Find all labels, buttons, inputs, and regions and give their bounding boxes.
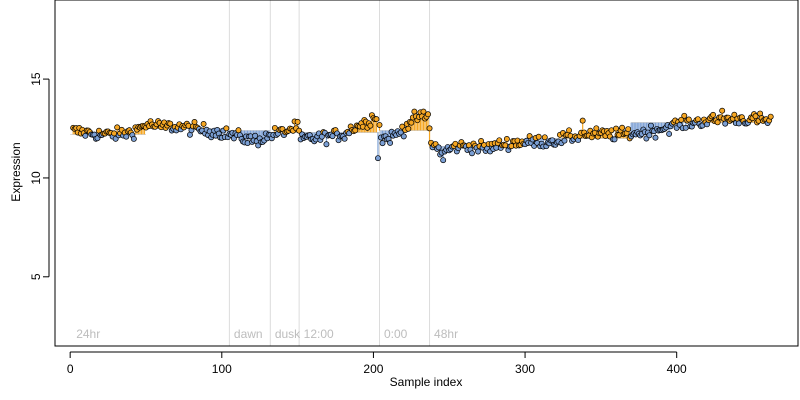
data-point [376,121,383,128]
x-tick-label: 100 [212,362,232,376]
data-point [379,140,386,147]
data-point [200,121,207,127]
x-tick-label: 200 [363,362,383,376]
y-axis: 5 10 15 [29,72,50,280]
data-point [373,116,380,123]
data-point [710,111,717,118]
x-axis: 0 100 200 300 400 [67,351,687,376]
y-tick-label: 10 [29,171,43,185]
data-point [426,125,433,132]
data-point [685,116,692,123]
data-point [397,129,404,136]
phase-label: dusk [275,327,301,341]
y-axis-label: Expression [9,142,23,201]
data-point [440,157,447,164]
data-point [496,137,503,144]
data-point [367,122,374,129]
x-axis-label: Sample index [390,375,463,389]
data-point [566,127,572,134]
data-point [647,122,654,129]
x-tick-label: 400 [667,362,687,376]
data-points [70,107,774,164]
phase-labels: 24hr dawn dusk 12:00 0:00 48hr [76,327,458,341]
data-point [681,112,688,119]
data-point [678,116,685,123]
data-point [123,133,130,140]
data-point [722,120,729,127]
data-point [408,119,415,126]
data-point [714,119,721,126]
data-point [405,125,412,132]
data-point [719,107,726,114]
data-point [646,132,653,139]
data-point [130,135,137,142]
data-point [191,119,198,125]
data-point [420,108,427,115]
data-point [82,132,89,139]
data-point [593,125,600,132]
data-point [114,124,121,131]
data-point [235,127,242,134]
data-point [619,124,626,131]
phase-label: 12:00 [304,327,334,341]
data-point [731,111,738,118]
data-point [694,116,701,123]
data-point [400,133,407,140]
data-point [435,144,442,151]
data-point [425,111,431,118]
data-point [652,134,659,141]
data-point [541,134,548,141]
data-point [323,141,330,148]
data-point [387,139,394,146]
y-tick-label: 5 [29,273,43,280]
data-point [611,136,618,143]
data-point [469,150,475,157]
data-point [167,120,174,127]
y-tick-label: 15 [29,72,43,86]
phase-dividers [228,0,431,346]
data-point [475,148,482,155]
data-point [666,130,673,137]
data-point [752,113,759,120]
data-point [535,133,542,140]
phase-label: 24hr [76,327,100,341]
data-point [561,137,568,144]
data-point [478,138,485,144]
data-point [767,113,774,120]
phase-label: 0:00 [384,327,408,341]
data-point [341,135,348,142]
data-point [625,126,632,133]
x-tick-label: 300 [515,362,535,376]
data-point [375,155,381,162]
data-point [503,136,510,142]
data-point [223,125,230,132]
data-point [329,133,336,140]
phase-label: 48hr [434,327,458,341]
data-point [735,120,742,127]
x-tick-label: 0 [67,362,74,376]
data-point [294,118,301,125]
phase-label: dawn [234,327,263,341]
data-point [252,132,259,139]
plot-frame [54,0,799,347]
data-point [579,117,586,124]
